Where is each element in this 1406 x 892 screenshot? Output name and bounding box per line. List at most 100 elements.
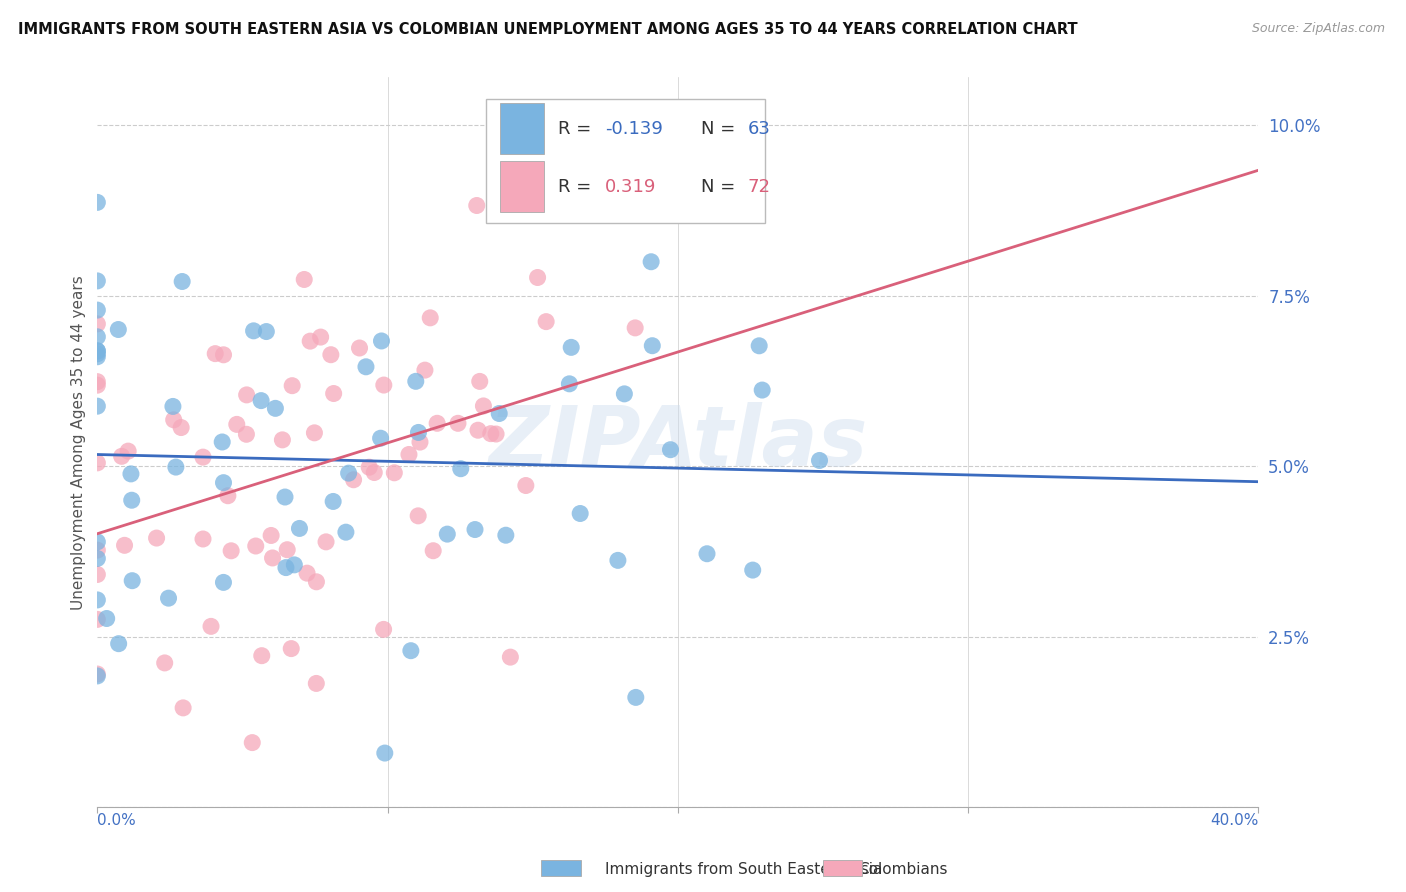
FancyBboxPatch shape <box>501 161 544 212</box>
Point <box>111 450 134 464</box>
Text: Colombians: Colombians <box>858 863 948 877</box>
Point <box>157 591 180 606</box>
Point <box>465 198 488 212</box>
Point <box>271 433 294 447</box>
Point <box>225 417 247 432</box>
Point <box>163 413 186 427</box>
Point <box>283 558 305 572</box>
Point <box>114 538 136 552</box>
Point <box>560 340 582 354</box>
FancyBboxPatch shape <box>501 103 544 154</box>
Point <box>217 489 239 503</box>
Text: Immigrants from South Eastern Asia: Immigrants from South Eastern Asia <box>605 863 882 877</box>
Point <box>117 444 139 458</box>
Point <box>86 378 108 392</box>
Text: 0.0%: 0.0% <box>97 814 136 829</box>
Point <box>741 563 763 577</box>
Point <box>274 560 297 574</box>
Point <box>86 343 108 358</box>
Point <box>370 431 392 445</box>
Point <box>370 334 392 348</box>
Y-axis label: Unemployment Among Ages 35 to 44 years: Unemployment Among Ages 35 to 44 years <box>72 275 86 610</box>
Text: 63: 63 <box>748 120 770 137</box>
Point <box>422 543 444 558</box>
Point <box>96 611 118 625</box>
Point <box>335 525 357 540</box>
Point <box>359 460 381 475</box>
Point <box>212 348 235 362</box>
Text: N =: N = <box>702 178 741 196</box>
Point <box>153 656 176 670</box>
Point <box>558 376 581 391</box>
Point <box>86 195 108 210</box>
Point <box>485 427 508 442</box>
Point <box>406 508 429 523</box>
Point <box>319 348 342 362</box>
Point <box>172 701 194 715</box>
Point <box>696 547 718 561</box>
FancyBboxPatch shape <box>486 99 765 223</box>
Point <box>191 532 214 546</box>
Point <box>408 425 430 440</box>
Text: R =: R = <box>558 178 603 196</box>
Point <box>409 435 432 450</box>
Point <box>281 378 304 392</box>
Point <box>235 427 257 442</box>
Point <box>107 637 129 651</box>
Point <box>510 181 533 195</box>
Point <box>121 574 143 588</box>
Point <box>363 466 385 480</box>
Point <box>219 543 242 558</box>
Point <box>292 272 315 286</box>
Point <box>250 393 273 408</box>
Point <box>305 574 328 589</box>
Point <box>468 375 491 389</box>
Point <box>464 523 486 537</box>
Point <box>534 315 557 329</box>
Point <box>242 324 264 338</box>
Point <box>436 527 458 541</box>
Point <box>659 442 682 457</box>
Point <box>808 453 831 467</box>
Point <box>240 736 263 750</box>
Text: ZIPAtlas: ZIPAtlas <box>488 402 868 483</box>
Point <box>145 531 167 545</box>
Point <box>373 623 395 637</box>
Point <box>624 321 647 335</box>
Point <box>382 466 405 480</box>
Point <box>264 401 287 416</box>
Point <box>280 641 302 656</box>
Point <box>86 399 108 413</box>
Point <box>120 467 142 481</box>
Point <box>276 542 298 557</box>
Point <box>86 669 108 683</box>
Point <box>86 534 108 549</box>
Text: IMMIGRANTS FROM SOUTH EASTERN ASIA VS COLOMBIAN UNEMPLOYMENT AMONG AGES 35 TO 44: IMMIGRANTS FROM SOUTH EASTERN ASIA VS CO… <box>18 22 1078 37</box>
Point <box>274 490 297 504</box>
Point <box>191 450 214 464</box>
Point <box>86 375 108 389</box>
Point <box>86 347 108 361</box>
Point <box>337 466 360 480</box>
Text: Source: ZipAtlas.com: Source: ZipAtlas.com <box>1251 22 1385 36</box>
Point <box>322 386 344 401</box>
Point <box>162 400 184 414</box>
Point <box>212 475 235 490</box>
Point <box>472 399 495 413</box>
Point <box>342 473 364 487</box>
Point <box>204 346 226 360</box>
Point <box>170 420 193 434</box>
Point <box>641 339 664 353</box>
Point <box>426 417 449 431</box>
Point <box>165 460 187 475</box>
Point <box>86 567 108 582</box>
Point <box>86 667 108 681</box>
Point <box>86 593 108 607</box>
Point <box>86 551 108 566</box>
Point <box>315 534 337 549</box>
Point <box>121 493 143 508</box>
Point <box>304 425 326 440</box>
Text: 72: 72 <box>748 178 770 196</box>
Point <box>235 388 257 402</box>
Point <box>526 270 548 285</box>
